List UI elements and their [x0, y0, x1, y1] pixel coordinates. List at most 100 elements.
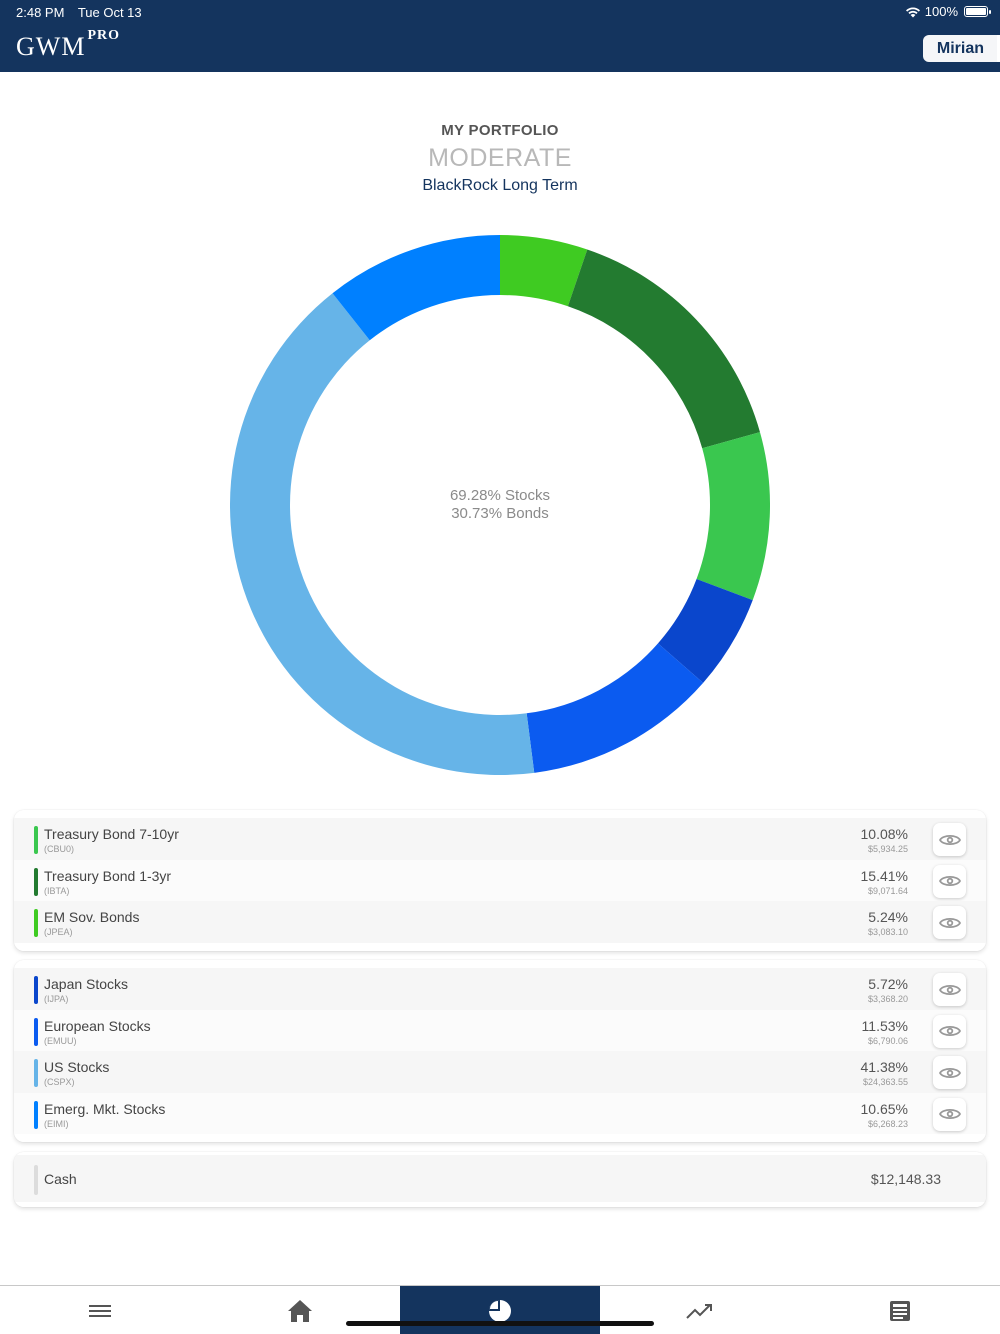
- bottom-nav: [0, 1285, 1000, 1334]
- battery-percent: 100%: [924, 4, 958, 19]
- asset-name: Japan Stocks: [44, 976, 129, 992]
- battery-icon: [964, 6, 991, 17]
- trend-icon: [686, 1303, 712, 1319]
- asset-row[interactable]: Japan Stocks (IJPA) 5.72% $3,368.20: [14, 968, 986, 1010]
- asset-ticker: (EIMI): [44, 1118, 69, 1129]
- wifi-icon: [905, 7, 920, 17]
- home-indicator[interactable]: [346, 1321, 654, 1326]
- status-bar-right: 100%: [905, 4, 991, 19]
- home-icon: [288, 1299, 312, 1322]
- asset-row[interactable]: European Stocks (EMUU) 11.53% $6,790.06: [14, 1009, 986, 1051]
- asset-amount: $3,083.10: [867, 927, 908, 937]
- portfolio-title-block: MY PORTFOLIO MODERATE BlackRock Long Ter…: [0, 122, 1000, 195]
- nav-home[interactable]: [200, 1286, 400, 1334]
- status-bar-left: 2:48 PM Tue Oct 13: [16, 5, 152, 20]
- donut-slice-treasury-bond-1-3yr[interactable]: [567, 249, 760, 449]
- asset-percent: 11.53%: [861, 1017, 908, 1034]
- asset-color-bar: [34, 909, 38, 937]
- asset-name: European Stocks: [44, 1017, 151, 1034]
- menu-icon: [89, 1304, 111, 1317]
- asset-name: Treasury Bond 1-3yr: [44, 867, 172, 884]
- asset-amount: $9,071.64: [867, 885, 908, 896]
- allocation-donut-chart: 69.28% Stocks 30.73% Bonds: [230, 235, 770, 775]
- eye-icon: [938, 1067, 961, 1078]
- cash-card: Cash $12,148.33: [14, 1152, 986, 1207]
- asset-row[interactable]: Emerg. Mkt. Stocks (EIMI) 10.65% $6,268.…: [14, 1092, 986, 1134]
- asset-row[interactable]: EM Sov. Bonds (JPEA) 5.24% $3,083.10: [14, 901, 986, 943]
- pie-chart-icon: [489, 1299, 511, 1322]
- nav-menu[interactable]: [0, 1286, 200, 1334]
- asset-row[interactable]: Treasury Bond 1-3yr (IBTA) 15.41% $9,071…: [14, 859, 986, 901]
- asset-row[interactable]: Treasury Bond 7-10yr (CBU0) 10.08% $5,93…: [14, 818, 986, 860]
- asset-percent: 5.72%: [868, 976, 908, 992]
- logo-sup: PRO: [87, 28, 120, 44]
- donut-slice-emerg-mkt-stocks[interactable]: [332, 235, 500, 341]
- eye-icon: [938, 834, 961, 845]
- view-details-button[interactable]: [933, 864, 966, 898]
- asset-name: EM Sov. Bonds: [44, 909, 140, 925]
- nav-news[interactable]: [800, 1286, 1000, 1334]
- eye-icon: [938, 1025, 961, 1037]
- view-details-button[interactable]: [933, 1056, 966, 1089]
- donut-slice-us-stocks[interactable]: [230, 293, 535, 775]
- asset-ticker: (IBTA): [44, 885, 70, 896]
- view-details-button[interactable]: [933, 973, 966, 1006]
- cash-value: $12,148.33: [870, 1171, 941, 1187]
- view-details-button[interactable]: [933, 906, 966, 939]
- asset-ticker: (CSPX): [44, 1077, 75, 1087]
- asset-percent: 10.08%: [860, 826, 908, 842]
- nav-portfolio[interactable]: [400, 1286, 600, 1334]
- asset-color-bar: [34, 826, 38, 854]
- asset-color-bar: [34, 867, 38, 896]
- donut-slice-japan-stocks[interactable]: [657, 578, 753, 683]
- strategy-name[interactable]: BlackRock Long Term: [422, 177, 578, 194]
- view-details-button[interactable]: [933, 823, 966, 856]
- asset-percent: 5.24%: [868, 909, 908, 925]
- asset-amount: $6,790.06: [867, 1035, 908, 1046]
- asset-amount: $3,368.20: [867, 994, 908, 1004]
- risk-profile: MODERATE: [428, 144, 572, 172]
- header: 2:48 PM Tue Oct 13 100% GWM PRO Mirian: [0, 0, 1000, 72]
- eye-icon: [938, 875, 961, 887]
- asset-name: Treasury Bond 7-10yr: [44, 826, 179, 842]
- asset-color-bar: [34, 976, 38, 1004]
- donut-slice-em-sov-bonds[interactable]: [500, 235, 588, 307]
- bonds-card: Treasury Bond 7-10yr (CBU0) 10.08% $5,93…: [14, 810, 986, 951]
- cash-label: Cash: [44, 1171, 77, 1187]
- app-logo: GWM PRO: [16, 28, 120, 62]
- asset-ticker: (JPEA): [44, 927, 73, 937]
- donut-slice-treasury-bond-7-10yr[interactable]: [696, 432, 770, 601]
- asset-name: Emerg. Mkt. Stocks: [44, 1100, 166, 1117]
- eye-icon: [938, 917, 961, 928]
- asset-amount: $24,363.55: [862, 1077, 908, 1087]
- asset-amount: $6,268.23: [867, 1118, 908, 1129]
- stocks-summary: 69.28% Stocks: [449, 487, 551, 504]
- view-details-button[interactable]: [933, 1097, 966, 1131]
- status-date: Tue Oct 13: [77, 5, 142, 20]
- cash-color-bar: [34, 1165, 38, 1195]
- asset-color-bar: [34, 1059, 38, 1087]
- donut-slice-european-stocks[interactable]: [526, 643, 704, 773]
- bonds-summary: 30.73% Bonds: [451, 505, 549, 522]
- eye-icon: [938, 1108, 961, 1120]
- view-details-button[interactable]: [933, 1014, 966, 1048]
- asset-ticker: (EMUU): [44, 1035, 77, 1046]
- donut-svg: [230, 235, 770, 775]
- stocks-card: Japan Stocks (IJPA) 5.72% $3,368.20 Euro…: [14, 960, 986, 1142]
- logo-text: GWM: [16, 32, 86, 61]
- asset-color-bar: [34, 1100, 38, 1129]
- user-button[interactable]: Mirian: [922, 35, 1000, 62]
- cash-row[interactable]: Cash $12,148.33: [14, 1155, 986, 1202]
- asset-color-bar: [34, 1017, 38, 1046]
- asset-amount: $5,934.25: [867, 844, 908, 854]
- asset-ticker: (CBU0): [44, 844, 75, 854]
- asset-percent: 15.41%: [860, 867, 908, 884]
- portfolio-label: MY PORTFOLIO: [441, 122, 559, 139]
- news-icon: [890, 1300, 910, 1321]
- nav-performance[interactable]: [600, 1286, 800, 1334]
- eye-icon: [938, 984, 961, 995]
- asset-row[interactable]: US Stocks (CSPX) 41.38% $24,363.55: [14, 1051, 986, 1093]
- asset-percent: 41.38%: [860, 1059, 908, 1075]
- status-time: 2:48 PM: [16, 5, 65, 20]
